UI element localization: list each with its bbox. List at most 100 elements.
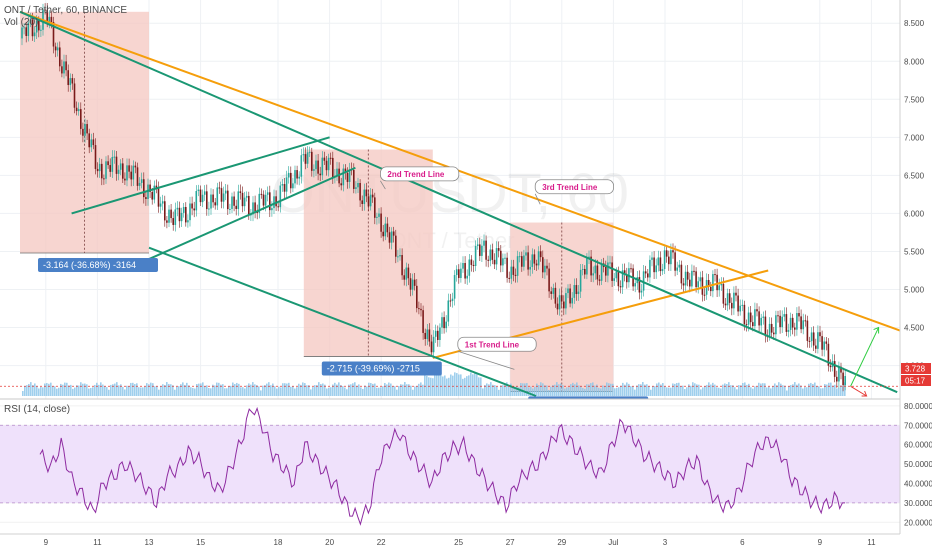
candle-body: [21, 27, 23, 39]
candle-body: [754, 309, 756, 327]
volume-bar: [322, 383, 324, 396]
volume-bar: [626, 382, 628, 396]
volume-bar: [88, 388, 90, 396]
price-axis[interactable]: [900, 0, 932, 550]
volume-bar: [444, 375, 446, 396]
volume-bar: [154, 386, 156, 396]
candle-body: [48, 16, 51, 23]
candle-body: [546, 265, 548, 269]
volume-bar: [762, 383, 764, 396]
candlestick-series: [21, 2, 846, 392]
time-axis[interactable]: [0, 534, 932, 550]
candle-body: [84, 124, 86, 136]
volume-bar: [586, 384, 588, 396]
volume-bar: [698, 384, 700, 396]
rsi-indicator-title[interactable]: RSI (14, close): [4, 404, 71, 415]
candle-body: [157, 188, 160, 207]
volume-bar: [818, 386, 820, 396]
volume-bar: [372, 383, 374, 396]
volume-bar: [470, 372, 472, 396]
candle-body: [647, 273, 649, 278]
volume-bar: [650, 389, 652, 396]
candle-body: [733, 292, 735, 309]
candle-body: [56, 47, 59, 51]
candle-body: [682, 283, 685, 286]
volume-bar: [158, 389, 160, 396]
candle-body: [739, 305, 741, 312]
volume-indicator-title[interactable]: Vol (20): [4, 17, 39, 28]
volume-bar: [578, 385, 580, 396]
volume-bar: [496, 386, 498, 396]
volume-bar: [408, 384, 410, 396]
candle-body: [69, 78, 72, 86]
candle-body: [781, 316, 783, 328]
volume-bar: [316, 385, 318, 396]
volume-bar: [174, 389, 176, 396]
volume-bar: [300, 384, 302, 396]
volume-bar: [358, 384, 360, 396]
candle-body: [298, 176, 300, 179]
volume-bar: [484, 384, 486, 396]
volume-bar: [738, 385, 740, 396]
volume-bar: [680, 386, 682, 396]
candle-body: [441, 317, 443, 328]
volume-bar: [494, 385, 496, 396]
volume-bar: [602, 385, 604, 396]
volume-bar: [506, 382, 508, 396]
volume-bar: [512, 386, 514, 396]
callout-pointer: [457, 350, 515, 370]
volume-bar: [708, 382, 710, 396]
volume-bar: [716, 387, 718, 396]
volume-bar: [256, 385, 258, 396]
volume-bar: [658, 382, 660, 396]
volume-bar: [100, 382, 102, 396]
candle-body: [644, 271, 647, 274]
volume-bar: [318, 382, 320, 396]
volume-bar: [590, 383, 592, 396]
volume-bar: [454, 372, 456, 396]
volume-bar: [630, 386, 632, 396]
volume-bar: [414, 386, 416, 396]
volume-bar: [244, 388, 246, 396]
volume-bar: [482, 388, 484, 396]
trend-lines[interactable]: [19, 10, 924, 397]
candle-body: [285, 177, 288, 192]
volume-bar: [766, 387, 768, 396]
candle-body: [348, 169, 351, 182]
volume-bar: [90, 387, 92, 396]
volume-bar: [124, 389, 126, 396]
candle-body: [542, 257, 544, 273]
volume-bar: [168, 383, 170, 396]
symbol-title[interactable]: ONT / Tether, 60, BINANCE: [4, 5, 128, 16]
volume-bar: [242, 387, 244, 396]
candle-body: [693, 270, 695, 272]
volume-bar: [684, 389, 686, 396]
candle-body: [796, 313, 798, 330]
volume-bar: [478, 377, 480, 396]
candle-body: [785, 314, 788, 332]
volume-bar: [272, 383, 274, 396]
volume-bars: [22, 372, 846, 396]
candle-body: [216, 187, 219, 206]
volume-bar: [824, 384, 826, 396]
volume-bar: [592, 382, 594, 396]
candle-body: [300, 155, 303, 177]
volume-bar: [76, 385, 78, 396]
volume-bar: [220, 384, 222, 396]
candle-body: [109, 165, 111, 172]
candle-body: [336, 168, 338, 176]
candle-body: [472, 264, 475, 266]
volume-bar: [58, 387, 60, 396]
volume-bar: [178, 386, 180, 396]
volume-bar: [44, 383, 46, 396]
price-tick-label: 8.500: [904, 19, 925, 28]
candle-body: [130, 171, 132, 180]
price-tick-label: 5.000: [904, 285, 925, 294]
time-tick-label: 9: [818, 538, 823, 547]
candle-body: [33, 32, 36, 37]
candle-body: [695, 271, 697, 288]
candle-body: [800, 316, 802, 330]
candle-body: [197, 189, 200, 191]
volume-bar: [42, 387, 44, 396]
